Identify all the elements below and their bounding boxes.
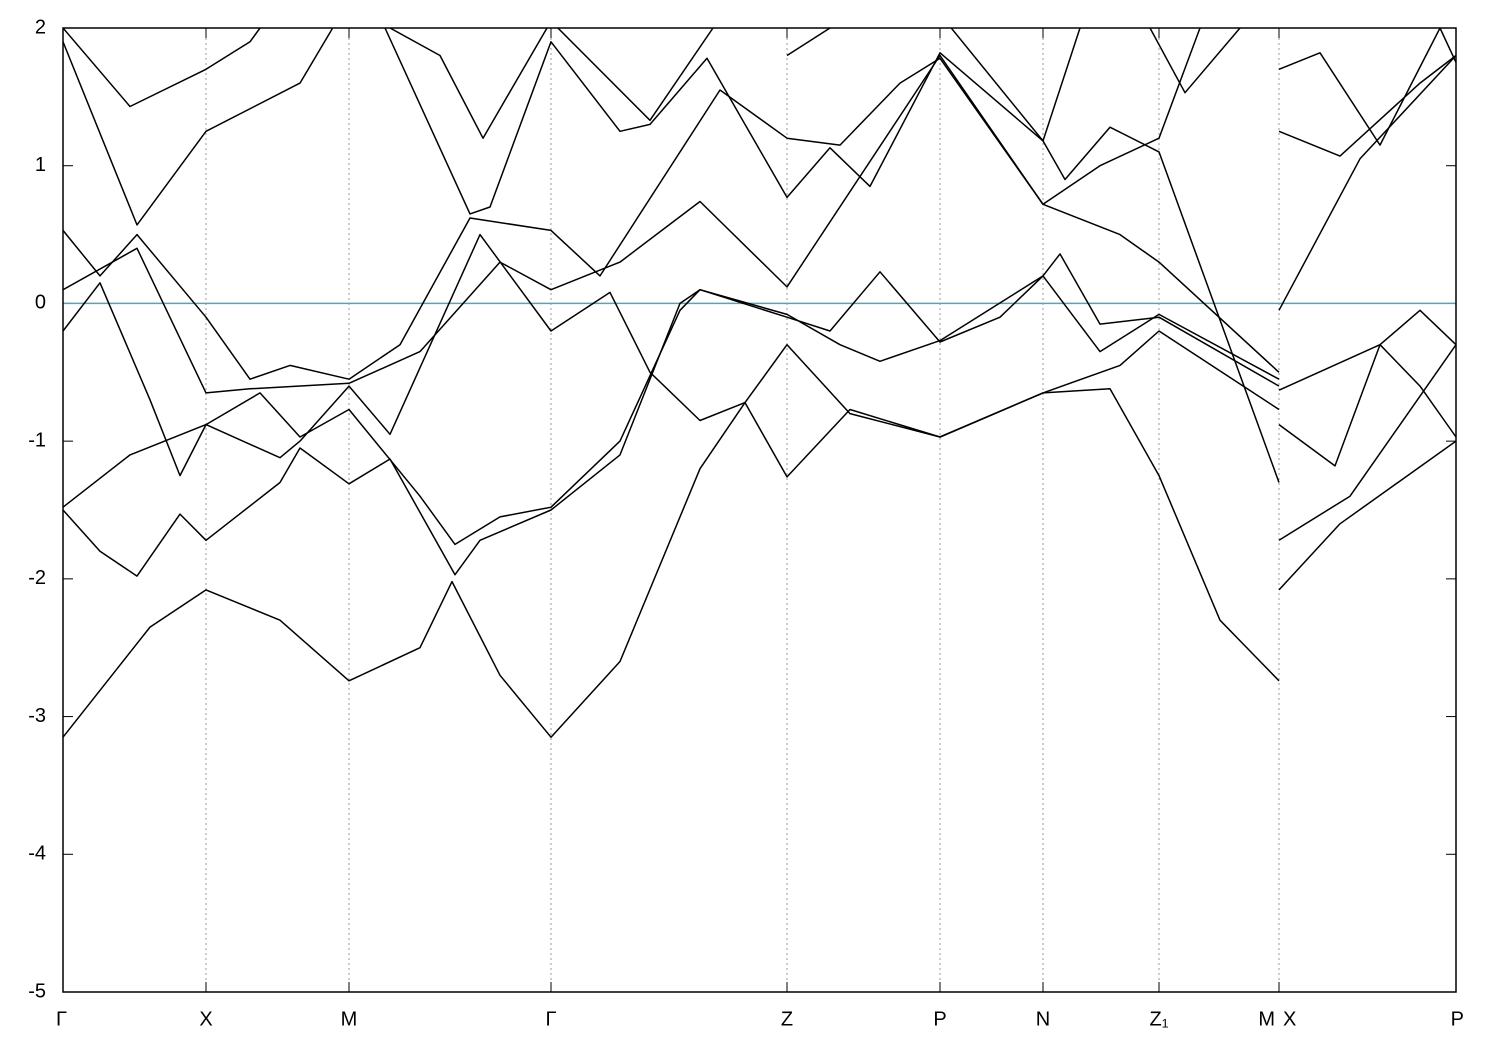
band-line xyxy=(63,28,1456,380)
x-tick-label: Z xyxy=(781,1008,793,1030)
y-tick-label: 2 xyxy=(35,16,46,38)
x-tick-label: X xyxy=(1283,1008,1296,1030)
band-line xyxy=(63,253,1456,577)
y-tick-label: 1 xyxy=(35,154,46,176)
band-line xyxy=(63,233,1456,477)
y-tick-label: -1 xyxy=(28,429,46,451)
x-tick-label: P xyxy=(933,1008,946,1030)
plot-area xyxy=(63,28,1456,738)
band-line xyxy=(63,54,1456,394)
x-tick-label: Z₁ xyxy=(1150,1008,1169,1030)
band-line xyxy=(63,388,1456,738)
x-tick-label: M xyxy=(341,1008,358,1030)
x-tick-label: X xyxy=(199,1008,212,1030)
x-tick-label: N xyxy=(1036,1008,1050,1030)
x-tick-label: M xyxy=(1258,1008,1275,1030)
x-tick-label: P xyxy=(1451,1008,1464,1030)
band-line xyxy=(63,28,1456,483)
y-tick-label: -4 xyxy=(28,843,46,865)
y-tick-label: -2 xyxy=(28,567,46,589)
y-tick-label: 0 xyxy=(35,292,46,314)
y-tick-label: -3 xyxy=(28,705,46,727)
x-tick-label: Γ xyxy=(545,1008,556,1030)
band-line xyxy=(63,28,1241,142)
x-tick-label: Γ xyxy=(56,1008,67,1030)
y-tick-label: -5 xyxy=(28,980,46,1002)
plot-frame xyxy=(62,27,1457,993)
